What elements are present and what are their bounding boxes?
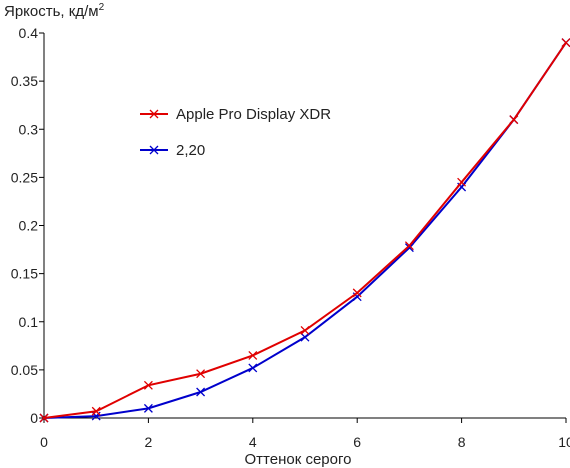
- legend: Apple Pro Display XDR 2,20: [140, 106, 331, 159]
- x-tick-label: 4: [249, 434, 257, 450]
- x-tick-label: 0: [40, 434, 48, 450]
- y-axis-label: Яркость, кд/м2: [4, 2, 105, 20]
- y-tick-label: 0.1: [19, 314, 39, 330]
- data-point: [509, 115, 519, 125]
- x-axis-label: Оттенок серого: [245, 451, 352, 468]
- legend-marker: [149, 145, 159, 155]
- data-point: [248, 363, 258, 373]
- y-tick-label: 0.15: [11, 266, 38, 282]
- data-point: [143, 403, 153, 413]
- data-point: [196, 369, 206, 379]
- series-2: [39, 38, 570, 423]
- data-point: [39, 413, 49, 423]
- y-tick-label: 0: [30, 410, 38, 426]
- x-tick-label: 2: [145, 434, 153, 450]
- y-tick-label: 0.25: [11, 169, 38, 185]
- y-axis-label-text: Яркость, кд/м: [4, 3, 99, 20]
- y-tick-label: 0.35: [11, 73, 38, 89]
- data-point: [404, 243, 414, 253]
- data-point: [457, 177, 467, 187]
- data-point: [91, 406, 101, 416]
- data-point: [196, 387, 206, 397]
- series-line: [43, 42, 567, 419]
- x-tick-label: 10: [558, 434, 570, 450]
- legend-item-2: 2,20: [140, 142, 205, 159]
- y-tick-label: 0.4: [19, 25, 39, 41]
- x-tick-label: 8: [458, 434, 466, 450]
- legend-label: 2,20: [176, 142, 205, 159]
- y-tick-label: 0.2: [19, 218, 39, 234]
- y-axis-label-superscript: 2: [99, 2, 105, 13]
- series-line: [43, 42, 567, 419]
- legend-marker: [149, 109, 159, 119]
- data-point: [300, 325, 310, 335]
- legend-label: Apple Pro Display XDR: [176, 106, 331, 123]
- y-tick-label: 0.3: [19, 121, 39, 137]
- data-point: [248, 350, 258, 360]
- y-tick-label: 0.05: [11, 362, 38, 378]
- data-point: [300, 332, 310, 342]
- x-tick-label: 6: [353, 434, 361, 450]
- series-layer: [39, 38, 570, 423]
- axes: 0 0.05 0.1 0.15 0.2 0.25 0.3 0.35 0.4 0 2 4 6 8 10: [11, 25, 570, 450]
- data-point: [143, 380, 153, 390]
- data-point: [352, 288, 362, 298]
- data-point: [404, 241, 414, 251]
- data-point: [561, 38, 570, 48]
- legend-item-1: Apple Pro Display XDR: [140, 106, 331, 123]
- series-1: [39, 38, 570, 423]
